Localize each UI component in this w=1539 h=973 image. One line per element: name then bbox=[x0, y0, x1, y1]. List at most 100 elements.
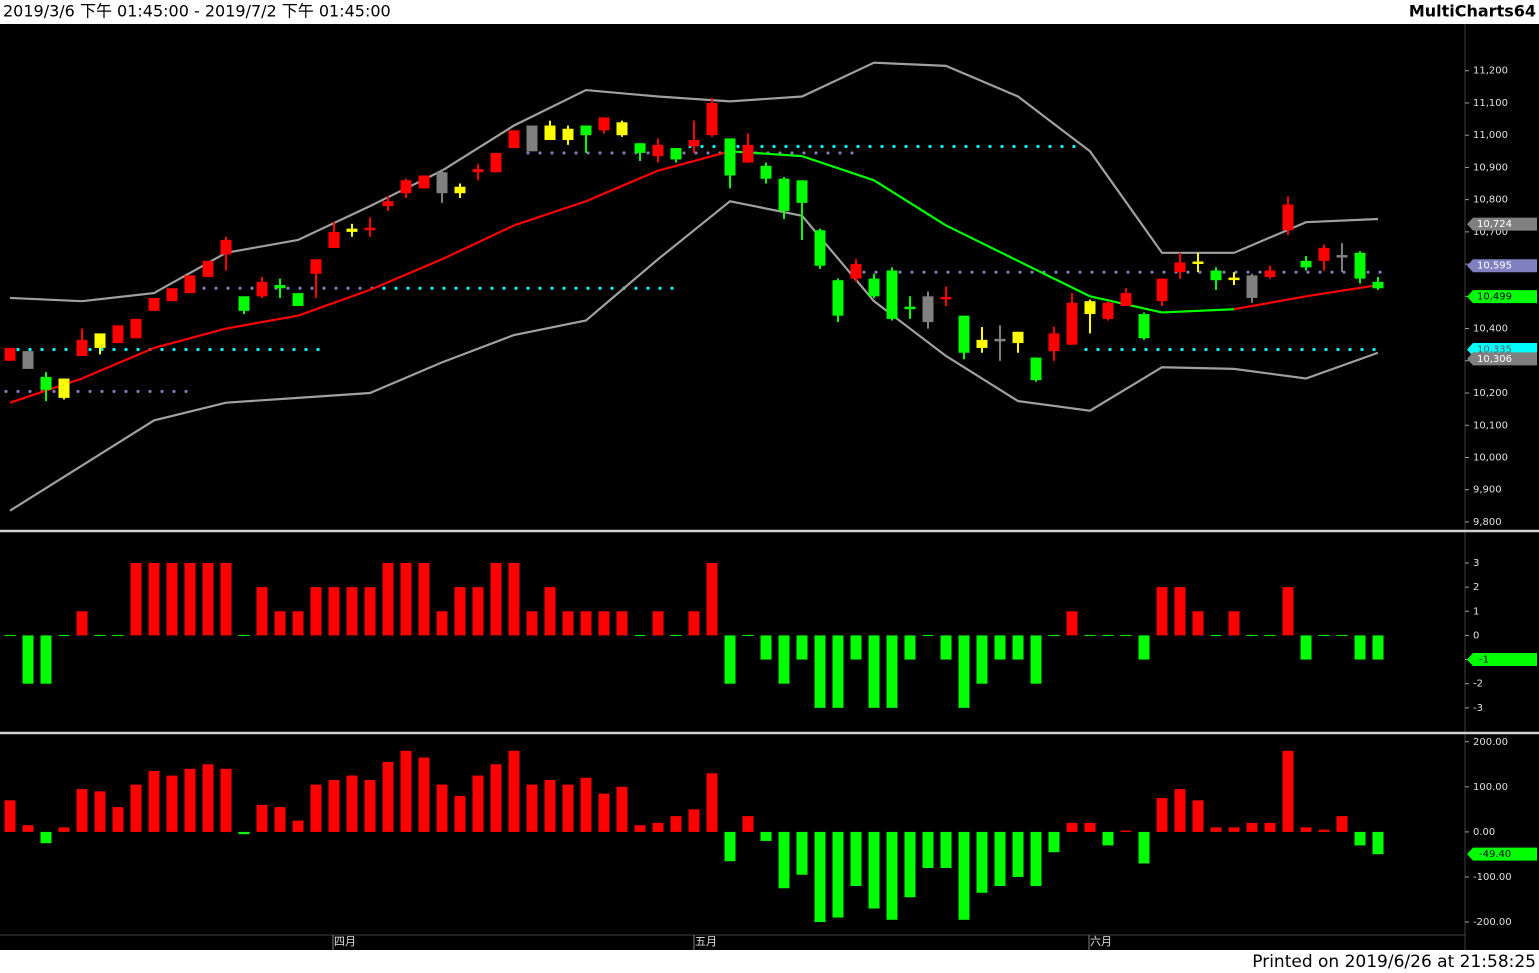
bar bbox=[328, 780, 340, 832]
bar bbox=[526, 611, 538, 636]
moving-average bbox=[1017, 259, 1091, 298]
candle-body bbox=[1102, 302, 1114, 319]
candle-body bbox=[562, 128, 574, 141]
bar bbox=[148, 562, 160, 636]
candle-body bbox=[652, 144, 664, 157]
bar bbox=[1372, 635, 1384, 660]
candle-body bbox=[886, 270, 898, 319]
bar bbox=[562, 611, 574, 636]
bar bbox=[202, 764, 214, 832]
candle-body bbox=[1120, 293, 1132, 307]
price-marker-label: 10,499 bbox=[1477, 292, 1512, 303]
bar bbox=[778, 831, 790, 889]
bar bbox=[832, 635, 844, 708]
bar bbox=[1264, 822, 1276, 832]
bar bbox=[724, 831, 736, 862]
bar bbox=[436, 784, 448, 832]
bar bbox=[1192, 800, 1204, 832]
candle-body bbox=[418, 175, 430, 189]
bar bbox=[274, 611, 286, 636]
y-tick-label: 10,400 bbox=[1473, 324, 1508, 335]
y-tick-label: 10,100 bbox=[1473, 420, 1508, 431]
bar bbox=[580, 777, 592, 832]
y-tick-label: 0 bbox=[1473, 630, 1479, 641]
candle-body bbox=[274, 285, 286, 289]
candle-body bbox=[94, 333, 106, 348]
bar bbox=[310, 784, 322, 832]
bar bbox=[22, 825, 34, 832]
bar bbox=[58, 827, 70, 832]
bar bbox=[832, 831, 844, 918]
bar bbox=[1354, 635, 1366, 660]
y-tick-label: 2 bbox=[1473, 582, 1479, 593]
bar bbox=[1174, 789, 1186, 832]
bar bbox=[778, 635, 790, 684]
bar bbox=[688, 611, 700, 636]
moving-average bbox=[1305, 283, 1379, 298]
bar bbox=[490, 764, 502, 832]
candle-body bbox=[238, 296, 250, 311]
candle-body bbox=[454, 186, 466, 194]
bar bbox=[1192, 611, 1204, 636]
bar bbox=[130, 784, 142, 832]
candle-body bbox=[310, 259, 322, 274]
bar bbox=[1246, 822, 1258, 832]
bar bbox=[886, 831, 898, 920]
bar bbox=[814, 635, 826, 708]
price-marker-label: 10,595 bbox=[1477, 261, 1512, 272]
bar bbox=[1120, 830, 1132, 832]
candle-body bbox=[1192, 261, 1204, 264]
candle-body bbox=[724, 138, 736, 176]
bar bbox=[1138, 831, 1150, 864]
price-marker bbox=[1467, 259, 1537, 273]
y-tick-label: 10,900 bbox=[1473, 162, 1508, 173]
candle-body bbox=[994, 338, 1006, 342]
candle-body bbox=[1228, 277, 1240, 281]
y-tick-label: -200.00 bbox=[1473, 917, 1512, 928]
bar bbox=[76, 789, 88, 832]
bar bbox=[238, 831, 250, 835]
bollinger-band bbox=[9, 200, 1379, 512]
moving-average bbox=[513, 200, 587, 227]
bar bbox=[994, 635, 1006, 660]
bar bbox=[130, 562, 142, 636]
bar bbox=[310, 587, 322, 636]
candle-body bbox=[544, 125, 556, 141]
y-tick-label: -3 bbox=[1473, 703, 1483, 714]
candle-body bbox=[1138, 314, 1150, 339]
bar bbox=[220, 768, 232, 832]
bar bbox=[544, 780, 556, 832]
bar bbox=[508, 750, 520, 832]
bar bbox=[4, 800, 16, 832]
bar bbox=[220, 562, 232, 636]
y-tick-label: 0.00 bbox=[1473, 827, 1495, 838]
moving-average bbox=[1233, 295, 1307, 311]
bar bbox=[904, 635, 916, 660]
candle-body bbox=[364, 227, 376, 231]
bar bbox=[976, 635, 988, 684]
bar bbox=[1282, 587, 1294, 636]
bar bbox=[472, 775, 484, 832]
moving-average bbox=[729, 150, 803, 158]
bar bbox=[166, 562, 178, 636]
bar bbox=[40, 635, 52, 684]
bar bbox=[184, 562, 196, 636]
moving-average bbox=[657, 150, 731, 172]
bar bbox=[760, 635, 772, 660]
bar bbox=[796, 831, 808, 875]
candle-body bbox=[706, 102, 718, 136]
bar bbox=[328, 587, 340, 636]
candle-body bbox=[220, 239, 232, 255]
candle-body bbox=[1318, 247, 1330, 261]
bar bbox=[670, 816, 682, 832]
bar bbox=[94, 791, 106, 832]
bar bbox=[76, 611, 88, 636]
bar bbox=[202, 562, 214, 636]
candle-body bbox=[580, 125, 592, 136]
bar bbox=[1012, 635, 1024, 660]
bar bbox=[616, 611, 628, 636]
candle-body bbox=[292, 293, 304, 307]
candle-body bbox=[526, 125, 538, 152]
candle-body bbox=[22, 351, 34, 369]
